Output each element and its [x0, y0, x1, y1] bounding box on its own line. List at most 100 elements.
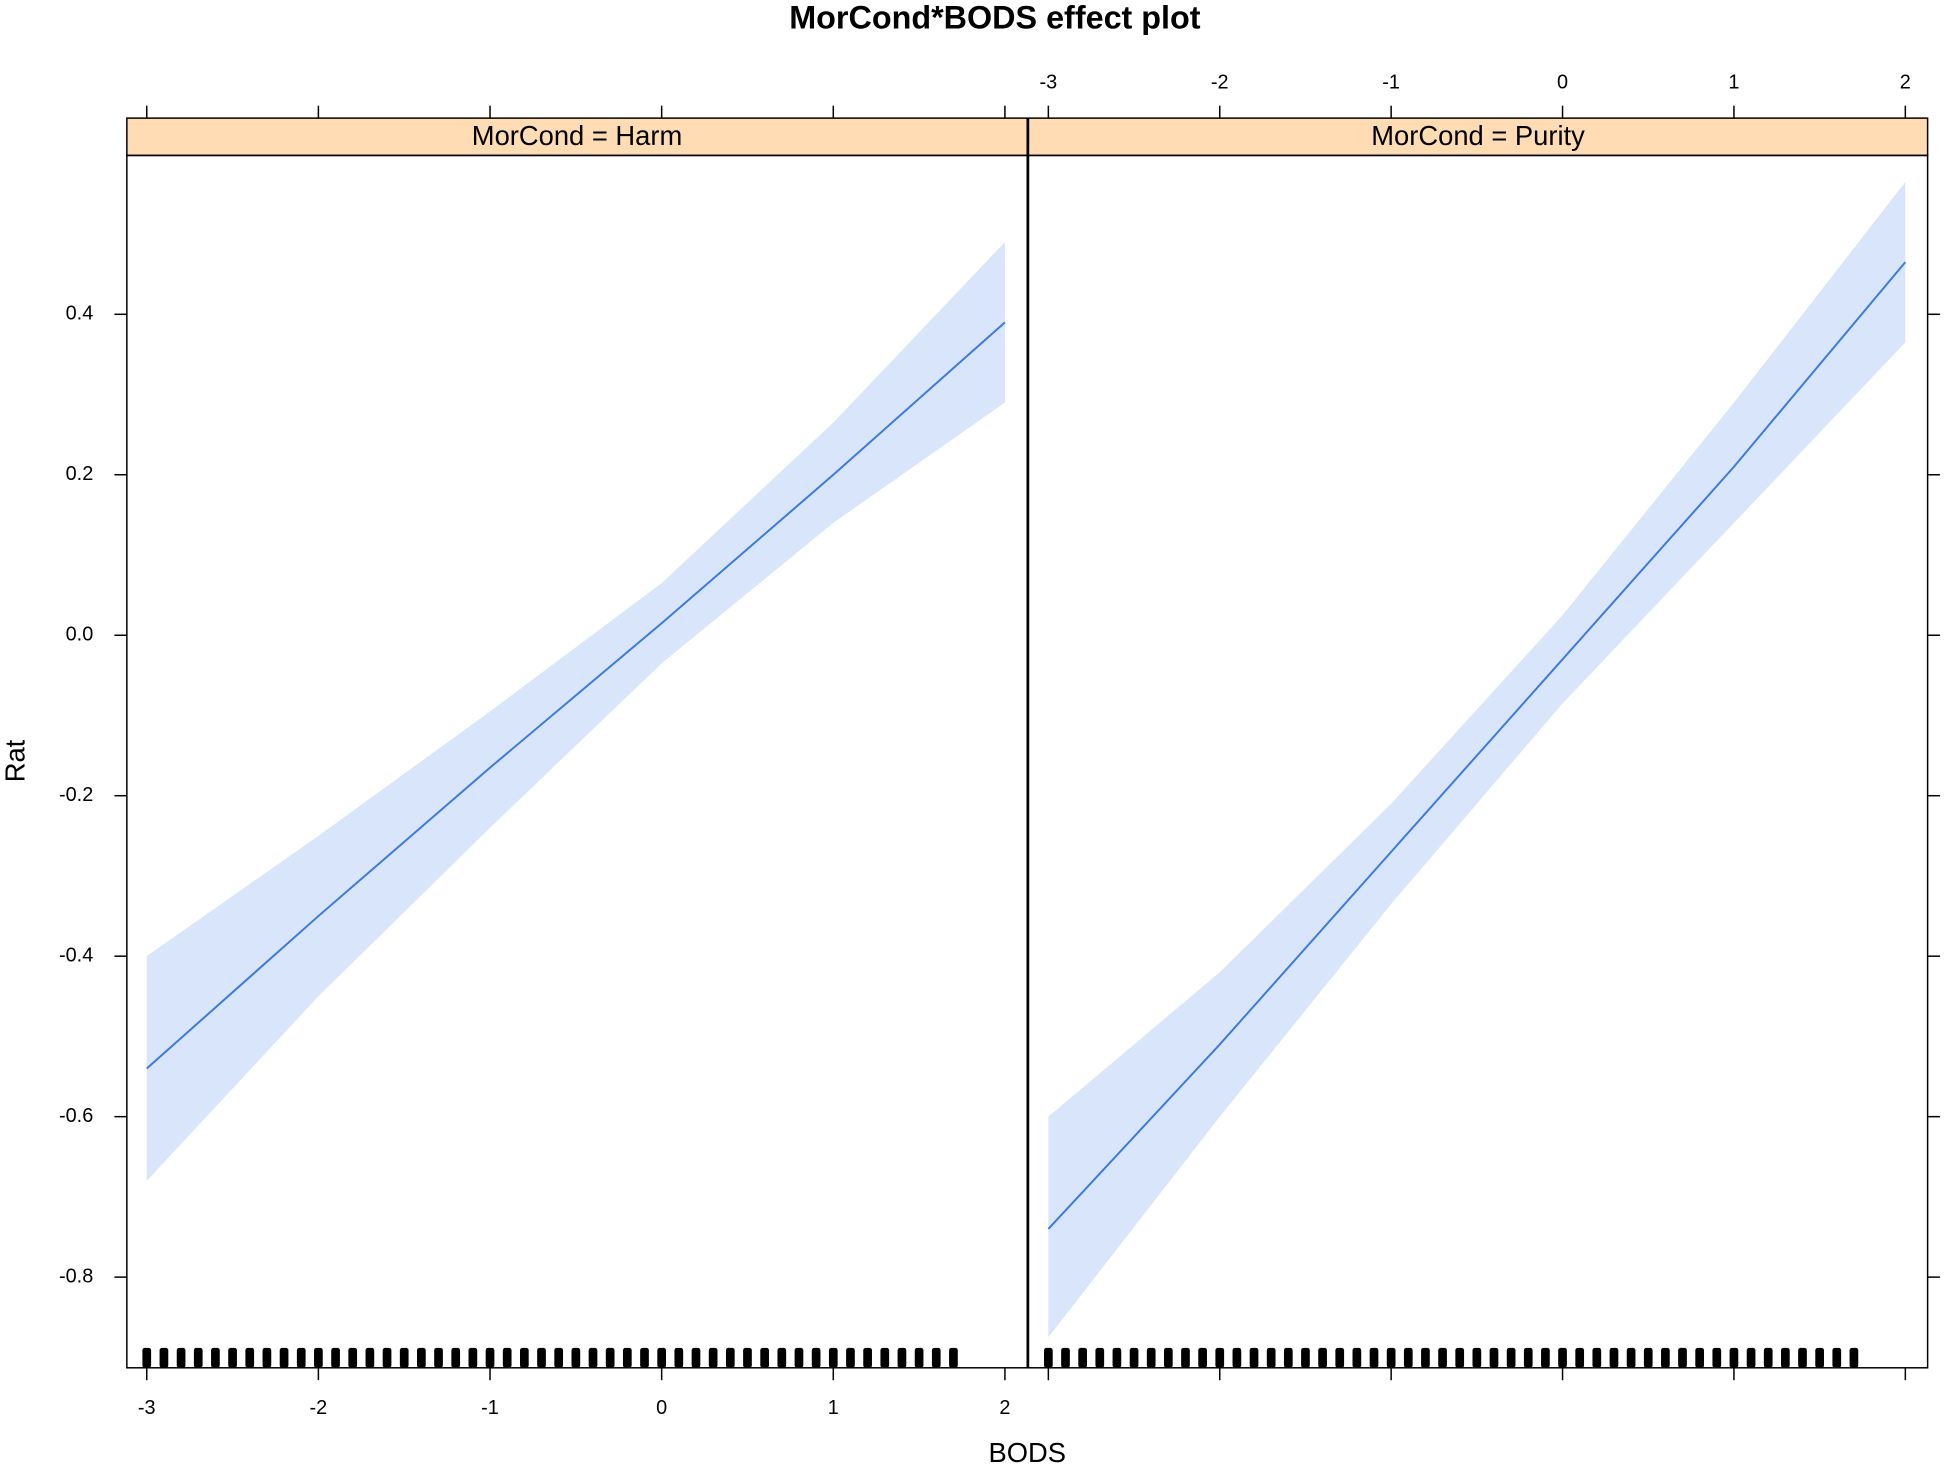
- rug-mark: [1163, 1347, 1173, 1368]
- rug-mark: [1283, 1347, 1293, 1368]
- rug-mark: [674, 1347, 684, 1368]
- rug-mark: [1763, 1347, 1773, 1368]
- panel-frame: [126, 154, 1028, 1369]
- rug-mark: [1386, 1347, 1396, 1368]
- rug-mark: [1609, 1347, 1619, 1368]
- rug-mark: [296, 1347, 306, 1368]
- rug-mark: [314, 1347, 323, 1368]
- rug-mark: [605, 1347, 615, 1368]
- rug-mark: [863, 1347, 872, 1368]
- strip-label: MorCond = Harm: [472, 120, 682, 151]
- rug-mark: [1781, 1347, 1790, 1368]
- rug-mark: [434, 1347, 443, 1368]
- x-tick-label: 2: [999, 1397, 1010, 1419]
- rug-mark: [1421, 1347, 1430, 1368]
- rug-mark: [1798, 1347, 1807, 1368]
- rug-mark: [519, 1347, 529, 1368]
- effect-line: [146, 321, 1006, 1070]
- rug-mark: [1146, 1347, 1156, 1368]
- rug-mark: [811, 1347, 821, 1368]
- rug-mark: [657, 1347, 667, 1368]
- rug-mark: [1558, 1347, 1567, 1368]
- rug-mark: [417, 1347, 426, 1368]
- rug-mark: [1541, 1347, 1550, 1368]
- rug-mark: [914, 1347, 924, 1368]
- x-tick-label: -3: [138, 1397, 156, 1419]
- rug-mark: [1301, 1347, 1310, 1368]
- rug-mark: [1523, 1347, 1533, 1368]
- rug-mark: [245, 1347, 255, 1368]
- rug-mark: [451, 1347, 461, 1368]
- x-tick-label: -2: [310, 1397, 328, 1419]
- rug-mark: [1472, 1347, 1482, 1368]
- rug-mark: [1403, 1347, 1413, 1368]
- rug-mark: [193, 1347, 203, 1368]
- rug-mark: [1729, 1347, 1739, 1368]
- y-tick-label: -0.2: [59, 784, 93, 806]
- y-tick-label: -0.8: [59, 1265, 93, 1287]
- rug-mark: [176, 1347, 186, 1368]
- rug-mark: [1249, 1347, 1259, 1368]
- rug-mark: [1455, 1347, 1465, 1368]
- rug-mark: [399, 1347, 409, 1368]
- rug-mark: [1489, 1347, 1499, 1368]
- rug-mark: [159, 1347, 169, 1368]
- rug-mark: [1215, 1347, 1225, 1368]
- x-tick-label: 1: [1728, 72, 1739, 94]
- y-tick-label: -0.4: [59, 944, 93, 966]
- rug-mark: [348, 1347, 358, 1368]
- chart-title: MorCond*BODS effect plot: [789, 0, 1201, 35]
- rug-mark: [502, 1347, 512, 1368]
- y-tick-label: -0.6: [59, 1105, 93, 1127]
- rug-mark: [691, 1347, 701, 1368]
- rug-mark: [1832, 1347, 1842, 1368]
- rug-mark: [760, 1347, 769, 1368]
- rug-mark: [228, 1347, 237, 1368]
- x-tick-label: 2: [1900, 72, 1911, 94]
- rug-mark: [725, 1347, 735, 1368]
- rug-mark: [279, 1347, 289, 1368]
- y-axis-label: Rat: [0, 739, 31, 782]
- strip: [126, 117, 1028, 157]
- rug-mark: [1849, 1347, 1859, 1368]
- rug-mark: [897, 1347, 907, 1368]
- rug-mark: [1643, 1347, 1653, 1368]
- x-tick-label: -2: [1211, 72, 1229, 94]
- effect-line: [1047, 261, 1907, 1230]
- rug-mark: [640, 1347, 649, 1368]
- rug-mark: [931, 1347, 941, 1368]
- x-tick-label: -1: [1382, 72, 1400, 94]
- rug-mark: [1661, 1347, 1670, 1368]
- rug-mark: [1678, 1347, 1687, 1368]
- rug-mark: [622, 1347, 632, 1368]
- rug-mark: [880, 1347, 890, 1368]
- x-tick-label: 0: [1557, 72, 1568, 94]
- x-tick-label: -1: [481, 1397, 499, 1419]
- rug-mark: [949, 1347, 958, 1368]
- y-tick-label: 0.0: [66, 623, 94, 645]
- rug-mark: [846, 1347, 855, 1368]
- rug-mark: [588, 1347, 598, 1368]
- rug-mark: [1506, 1347, 1516, 1368]
- rug-mark: [1078, 1347, 1087, 1368]
- rug-mark: [468, 1347, 478, 1368]
- rug-mark: [365, 1347, 375, 1368]
- rug-mark: [1198, 1347, 1207, 1368]
- rug-mark: [537, 1347, 546, 1368]
- rug-mark: [1626, 1347, 1636, 1368]
- rug-mark: [1369, 1347, 1379, 1368]
- rug-mark: [262, 1347, 272, 1368]
- rug-mark: [1129, 1347, 1139, 1368]
- rug-mark: [1712, 1347, 1722, 1368]
- confidence-band: [146, 242, 1005, 1181]
- rug-mark: [1352, 1347, 1362, 1368]
- x-tick-label: -3: [1040, 72, 1058, 94]
- rug-mark: [1575, 1347, 1585, 1368]
- rug-mark: [554, 1347, 564, 1368]
- confidence-band: [1048, 181, 1906, 1338]
- rug-mark: [1438, 1347, 1447, 1368]
- rug-mark: [828, 1347, 838, 1368]
- rug-mark: [1266, 1347, 1276, 1368]
- rug-mark: [777, 1347, 787, 1368]
